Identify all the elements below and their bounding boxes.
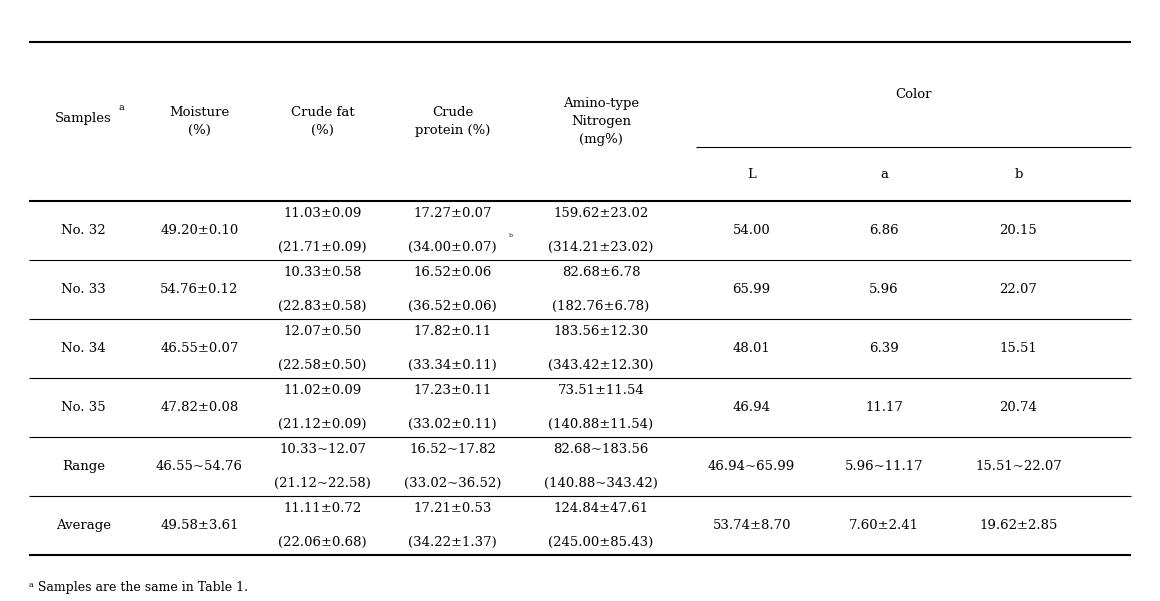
Text: (22.83±0.58): (22.83±0.58) [278,300,367,313]
Text: (22.06±0.68): (22.06±0.68) [278,535,367,549]
Text: 17.82±0.11: 17.82±0.11 [413,325,492,338]
Text: 46.55~54.76: 46.55~54.76 [155,460,244,473]
Text: 124.84±47.61: 124.84±47.61 [553,502,648,515]
Text: a: a [880,168,887,181]
Text: (343.42±12.30): (343.42±12.30) [549,359,653,372]
Text: Range: Range [61,460,106,473]
Text: 10.33±0.58: 10.33±0.58 [283,266,362,279]
Text: 11.03±0.09: 11.03±0.09 [283,207,362,221]
Text: (34.00±0.07): (34.00±0.07) [408,241,496,254]
Text: Average: Average [56,519,111,532]
Text: Crude
protein (%): Crude protein (%) [415,106,490,137]
Text: 15.51: 15.51 [1000,342,1037,355]
Text: Moisture
(%): Moisture (%) [169,106,230,137]
Text: (21.12±0.09): (21.12±0.09) [278,418,367,431]
Text: Samples: Samples [56,112,111,125]
Text: 49.20±0.10: 49.20±0.10 [160,224,239,237]
Text: 48.01: 48.01 [733,342,770,355]
Text: (22.58±0.50): (22.58±0.50) [278,359,367,372]
Text: Amino-type
Nitrogen
(mg%): Amino-type Nitrogen (mg%) [563,97,639,146]
Text: 5.96~11.17: 5.96~11.17 [844,460,923,473]
Text: 73.51±11.54: 73.51±11.54 [558,384,644,397]
Text: (245.00±85.43): (245.00±85.43) [549,535,653,549]
Text: Color: Color [896,88,931,101]
Text: a: a [119,103,124,112]
Text: 6.39: 6.39 [869,342,899,355]
Text: 159.62±23.02: 159.62±23.02 [553,207,648,221]
Text: 16.52±0.06: 16.52±0.06 [413,266,492,279]
Text: 53.74±8.70: 53.74±8.70 [712,519,791,532]
Text: 49.58±3.61: 49.58±3.61 [160,519,239,532]
Text: (140.88~343.42): (140.88~343.42) [544,477,658,490]
Text: 54.76±0.12: 54.76±0.12 [160,283,239,296]
Text: (140.88±11.54): (140.88±11.54) [549,418,653,431]
Text: 82.68~183.56: 82.68~183.56 [553,443,648,456]
Text: 17.23±0.11: 17.23±0.11 [413,384,492,397]
Text: 54.00: 54.00 [733,224,770,237]
Text: 16.52~17.82: 16.52~17.82 [409,443,495,456]
Text: 15.51~22.07: 15.51~22.07 [976,460,1061,473]
Text: No. 32: No. 32 [61,224,106,237]
Text: 12.07±0.50: 12.07±0.50 [283,325,362,338]
Text: ᵇ: ᵇ [508,234,513,242]
Text: No. 33: No. 33 [61,283,106,296]
Text: 82.68±6.78: 82.68±6.78 [561,266,640,279]
Text: 19.62±2.85: 19.62±2.85 [979,519,1058,532]
Text: 65.99: 65.99 [733,283,770,296]
Text: L: L [747,168,756,181]
Text: No. 34: No. 34 [61,342,106,355]
Text: 183.56±12.30: 183.56±12.30 [553,325,648,338]
Text: 6.86: 6.86 [869,224,899,237]
Text: 46.94: 46.94 [733,401,770,414]
Text: ᵃ Samples are the same in Table 1.: ᵃ Samples are the same in Table 1. [29,581,248,594]
Text: No. 35: No. 35 [61,401,106,414]
Text: (21.12~22.58): (21.12~22.58) [274,477,371,490]
Text: (36.52±0.06): (36.52±0.06) [408,300,496,313]
Text: b: b [1014,168,1023,181]
Text: (33.02±0.11): (33.02±0.11) [408,418,496,431]
Text: (182.76±6.78): (182.76±6.78) [552,300,650,313]
Text: 11.11±0.72: 11.11±0.72 [283,502,362,515]
Text: 17.21±0.53: 17.21±0.53 [413,502,492,515]
Text: 20.15: 20.15 [1000,224,1037,237]
Text: 47.82±0.08: 47.82±0.08 [160,401,239,414]
Text: (33.02~36.52): (33.02~36.52) [404,477,501,490]
Text: 7.60±2.41: 7.60±2.41 [849,519,919,532]
Text: (34.22±1.37): (34.22±1.37) [408,535,496,549]
Text: 20.74: 20.74 [1000,401,1037,414]
Text: 10.33~12.07: 10.33~12.07 [280,443,367,456]
Text: (33.34±0.11): (33.34±0.11) [408,359,496,372]
Text: 5.96: 5.96 [869,283,899,296]
Text: 46.55±0.07: 46.55±0.07 [160,342,239,355]
Text: 11.17: 11.17 [865,401,902,414]
Text: Crude fat
(%): Crude fat (%) [291,106,354,137]
Text: 46.94~65.99: 46.94~65.99 [708,460,796,473]
Text: 22.07: 22.07 [1000,283,1037,296]
Text: 11.02±0.09: 11.02±0.09 [283,384,362,397]
Text: (314.21±23.02): (314.21±23.02) [549,241,653,254]
Text: (21.71±0.09): (21.71±0.09) [278,241,367,254]
Text: 17.27±0.07: 17.27±0.07 [413,207,492,221]
